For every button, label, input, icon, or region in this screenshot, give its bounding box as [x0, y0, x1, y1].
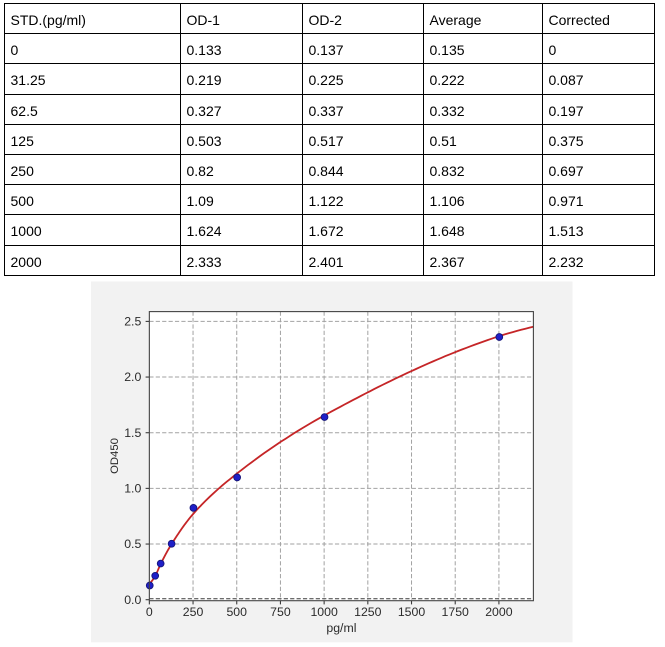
svg-text:1.5: 1.5 — [124, 426, 141, 440]
svg-text:1.0: 1.0 — [124, 481, 141, 495]
svg-text:0.5: 0.5 — [124, 537, 141, 551]
svg-text:250: 250 — [183, 605, 204, 619]
svg-text:1250: 1250 — [354, 605, 382, 619]
svg-text:2000: 2000 — [485, 605, 513, 619]
svg-text:0.0: 0.0 — [124, 593, 141, 607]
svg-text:0: 0 — [146, 605, 153, 619]
svg-text:2.0: 2.0 — [124, 370, 141, 384]
svg-text:1500: 1500 — [398, 605, 426, 619]
svg-text:2.5: 2.5 — [124, 315, 141, 329]
svg-text:OD450: OD450 — [109, 438, 121, 474]
svg-text:1750: 1750 — [442, 605, 470, 619]
svg-text:500: 500 — [226, 605, 247, 619]
svg-text:pg/ml: pg/ml — [326, 621, 356, 635]
svg-text:750: 750 — [270, 605, 291, 619]
svg-text:1000: 1000 — [310, 605, 338, 619]
